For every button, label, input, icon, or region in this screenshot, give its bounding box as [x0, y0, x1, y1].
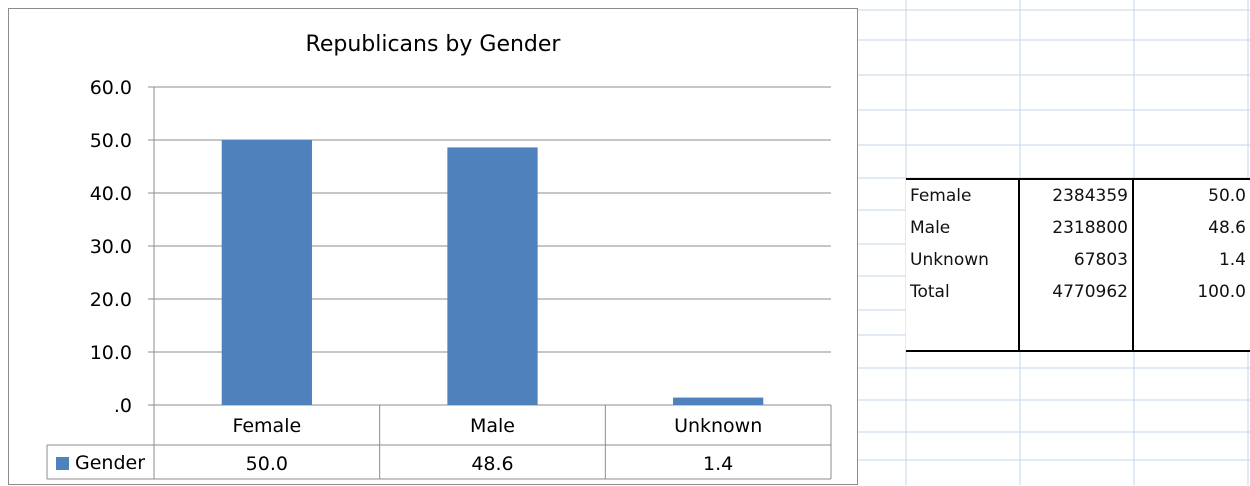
y-axis-ticks: 60.0 50.0 40.0 30.0 20.0 10.0 .0: [90, 77, 132, 417]
table-row: Unknown 67803 1.4: [906, 244, 1250, 276]
empty-cell[interactable]: [1018, 308, 1133, 352]
y-tick-label: 20.0: [90, 289, 132, 311]
bar-chart: Republicans by Gender 60.0 50.0 40.0 30.0 20…: [46, 32, 832, 480]
y-tick-label: 40.0: [90, 183, 132, 205]
y-tick-label: 50.0: [90, 130, 132, 152]
cell-percent[interactable]: 48.6: [1132, 212, 1250, 244]
x-category-label: Female: [232, 415, 301, 437]
bars: [221, 140, 764, 406]
table-row: Total 4770962 100.0: [906, 276, 1250, 308]
cell-percent[interactable]: 50.0: [1132, 178, 1250, 212]
cell-label[interactable]: Total: [910, 282, 950, 302]
chart-data-table: Female 50.0 Male 48.6 Unknown 1.4 Gender: [46, 405, 832, 480]
bar-unknown: [673, 397, 764, 405]
cell-count[interactable]: 67803: [1018, 244, 1133, 276]
data-table-value: 48.6: [471, 453, 513, 475]
chart-area[interactable]: Republicans by Gender 60.0 50.0 40.0 30.0 20…: [8, 8, 858, 485]
data-table-value: 1.4: [703, 453, 733, 475]
empty-cell[interactable]: [906, 308, 1019, 352]
cell-percent[interactable]: 100.0: [1132, 276, 1250, 308]
cell-label[interactable]: Unknown: [910, 250, 989, 270]
cell-count[interactable]: 4770962: [1018, 276, 1133, 308]
table-row: Male 2318800 48.6: [906, 212, 1250, 244]
x-category-label: Unknown: [674, 415, 762, 437]
bar-male: [447, 147, 538, 406]
chart-title: Republicans by Gender: [306, 32, 562, 57]
gender-count-table: Female 2384359 50.0 Male 2318800 48.6 Unknown 6…: [906, 178, 1250, 352]
cell-percent[interactable]: 1.4: [1132, 244, 1250, 276]
x-category-label: Male: [470, 415, 515, 437]
data-table-value: 50.0: [246, 453, 288, 475]
cell-count[interactable]: 2384359: [1018, 178, 1133, 212]
y-tick-label: 10.0: [90, 342, 132, 364]
bar-female: [221, 140, 312, 405]
y-tick-label: .0: [114, 395, 132, 417]
table-row: Female 2384359 50.0: [906, 178, 1250, 212]
cell-count[interactable]: 2318800: [1018, 212, 1133, 244]
cell-label[interactable]: Female: [906, 178, 1019, 212]
table-row-empty: [906, 308, 1250, 352]
y-tick-label: 30.0: [90, 236, 132, 258]
cell-label[interactable]: Male: [910, 218, 951, 238]
empty-cell[interactable]: [1132, 308, 1250, 352]
y-tick-label: 60.0: [90, 77, 132, 99]
legend-series-name: Gender: [75, 452, 145, 474]
legend-key: [56, 457, 69, 470]
